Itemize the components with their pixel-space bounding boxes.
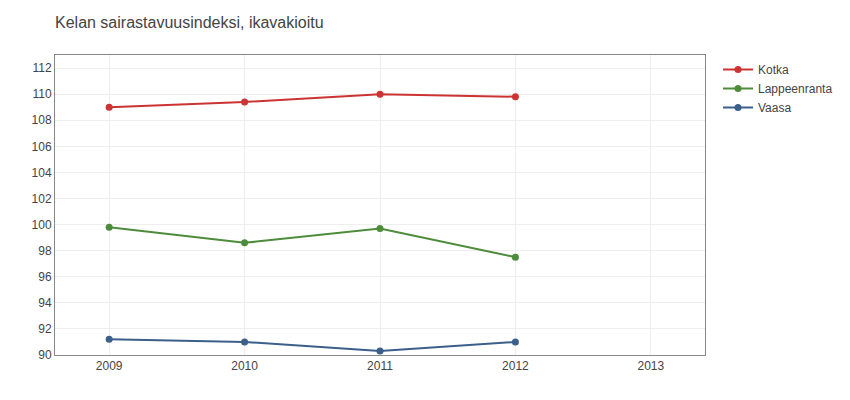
svg-text:Kelan sairastavuusindeksi, ika: Kelan sairastavuusindeksi, ikavakioitu (55, 14, 324, 31)
svg-text:2013: 2013 (637, 359, 664, 373)
svg-text:100: 100 (32, 218, 52, 232)
svg-text:96: 96 (38, 270, 52, 284)
svg-text:94: 94 (38, 296, 52, 310)
svg-text:102: 102 (32, 192, 52, 206)
svg-text:2012: 2012 (502, 359, 529, 373)
svg-text:108: 108 (32, 113, 52, 127)
svg-text:110: 110 (32, 87, 51, 101)
svg-text:Vaasa: Vaasa (758, 101, 791, 115)
svg-text:106: 106 (32, 140, 52, 154)
svg-text:2010: 2010 (231, 359, 258, 373)
svg-text:2011: 2011 (367, 359, 393, 373)
svg-text:98: 98 (38, 244, 52, 258)
svg-text:104: 104 (32, 166, 52, 180)
svg-text:92: 92 (38, 322, 52, 336)
svg-text:Kotka: Kotka (758, 63, 789, 77)
svg-text:Lappeenranta: Lappeenranta (758, 82, 832, 96)
svg-text:112: 112 (32, 61, 51, 75)
svg-text:90: 90 (38, 348, 52, 362)
svg-text:2009: 2009 (96, 359, 123, 373)
